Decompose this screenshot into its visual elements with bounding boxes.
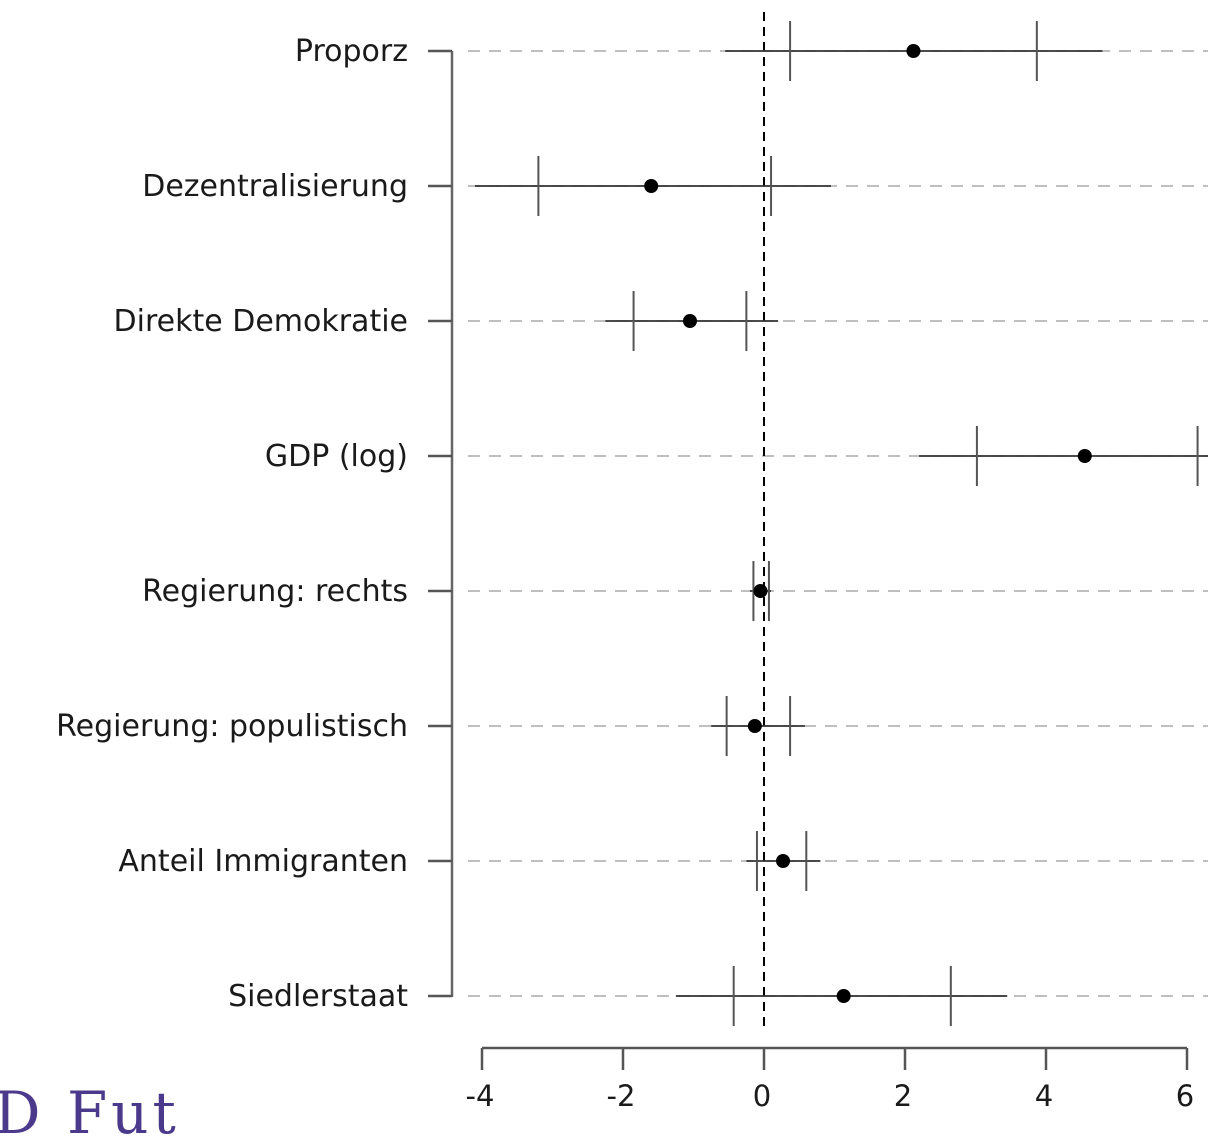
x-tick-label: 2 (894, 1079, 912, 1111)
y-axis-label: Dezentralisierung (142, 169, 408, 204)
confidence-intervals (474, 21, 1208, 1026)
estimate-point (682, 314, 697, 328)
coefficient-chart: Proporz Dezentralisierung Direkte Demokrat… (56, 12, 1208, 1111)
estimate-point (753, 584, 768, 598)
estimate-point (644, 179, 659, 193)
estimate-points (644, 44, 1092, 1003)
estimate-point (836, 989, 851, 1003)
y-axis-labels: Proporz Dezentralisierung Direkte Demokrat… (56, 34, 408, 1014)
y-axis-label: Siedlerstaat (228, 979, 408, 1014)
y-axis-label: GDP (log) (265, 439, 408, 474)
y-axis-label: Proporz (295, 34, 408, 69)
y-axis-label: Direkte Demokratie (114, 304, 408, 339)
x-axis-ticks: -4 -2 0 2 4 6 (466, 1048, 1194, 1111)
estimate-point (1077, 449, 1092, 463)
grid-layer (468, 50, 1208, 997)
y-axis-label: Regierung: rechts (142, 574, 408, 609)
x-tick-label: -2 (607, 1079, 636, 1111)
x-tick-label: 6 (1176, 1079, 1194, 1111)
y-axis-ticks (428, 49, 452, 998)
estimate-point (747, 719, 762, 733)
x-tick-label: -4 (466, 1079, 495, 1111)
y-axis-label: Regierung: populistisch (56, 709, 408, 744)
brand-logo-text: D Fut (0, 1079, 180, 1147)
estimate-point (776, 854, 791, 868)
x-tick-label: 4 (1035, 1079, 1053, 1111)
y-axis-label: Anteil Immigranten (118, 844, 408, 879)
x-tick-label: 0 (753, 1079, 771, 1111)
estimate-point (906, 44, 921, 58)
